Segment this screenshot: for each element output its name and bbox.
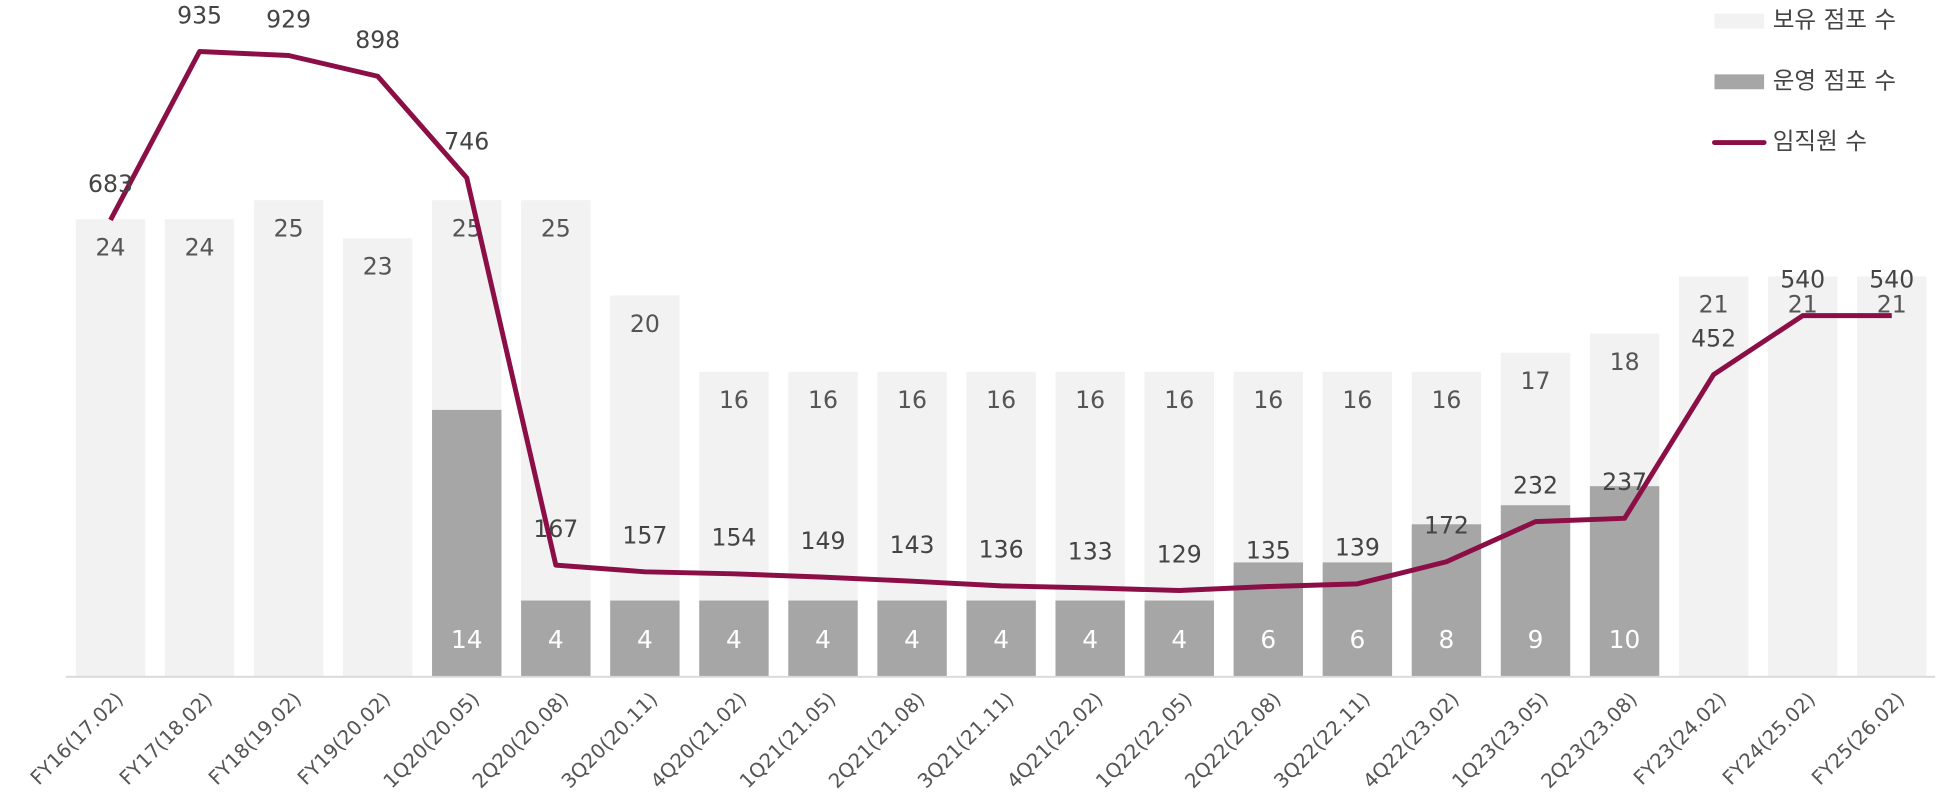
line-label: 167: [533, 515, 578, 543]
bar-label: 25: [541, 214, 571, 242]
line-label: 139: [1335, 534, 1380, 562]
line-label: 136: [979, 536, 1024, 564]
line-label: 452: [1691, 324, 1736, 352]
bar: [521, 200, 591, 677]
bar: [610, 600, 680, 677]
bar: [1055, 600, 1125, 677]
bar-label: 8: [1439, 625, 1455, 654]
bar: [1411, 524, 1482, 677]
line-label: 232: [1513, 471, 1558, 499]
legend-label: 임직원 수: [1773, 127, 1867, 155]
bar-label: 16: [986, 386, 1016, 414]
x-tick-label: FY25(26.02): [1807, 688, 1909, 790]
line-label: 540: [1780, 265, 1825, 293]
bar-label: 4: [904, 625, 920, 654]
bar-label: 4: [815, 625, 831, 654]
bar-label: 16: [1253, 386, 1283, 414]
bar-label: 4: [1171, 625, 1187, 654]
x-tick-label: FY23(24.02): [1629, 688, 1731, 790]
bar: [75, 219, 146, 677]
bar-label: 18: [1610, 348, 1640, 376]
bar-label: 16: [808, 386, 838, 414]
line-label: 898: [355, 26, 400, 54]
bar-label: 17: [1521, 367, 1551, 395]
bar: [699, 600, 769, 677]
bar-label: 16: [1075, 386, 1105, 414]
bar: [253, 200, 324, 677]
bar-label: 16: [897, 386, 927, 414]
bar-label: 25: [274, 214, 304, 242]
bar: [342, 238, 413, 677]
bar-label: 6: [1260, 625, 1276, 654]
x-tick-label: FY17(18.02): [115, 688, 217, 790]
bar-label: 4: [726, 625, 742, 654]
legend-swatch: [1714, 74, 1765, 90]
bar-label: 20: [630, 310, 660, 338]
bar: [521, 600, 591, 677]
line-label: 129: [1157, 540, 1202, 568]
x-tick-label: FY16(17.02): [26, 688, 128, 790]
bar: [788, 600, 858, 677]
line-label: 135: [1246, 536, 1291, 564]
bar-label: 16: [1342, 386, 1372, 414]
x-tick-label: 2Q23(23.08): [1537, 688, 1642, 793]
bar: [1678, 276, 1749, 677]
line: [108, 49, 1892, 594]
bar: [432, 409, 502, 677]
bar-label: 24: [185, 233, 215, 261]
x-tick-label: FY18(19.02): [204, 688, 306, 790]
bar-label: 16: [1164, 386, 1194, 414]
line-label: 683: [88, 170, 133, 198]
bar: [877, 600, 947, 677]
bar-label: 14: [451, 625, 483, 654]
line-label: 157: [622, 522, 667, 550]
x-tick-label: FY24(25.02): [1718, 688, 1820, 790]
line-label: 154: [711, 524, 756, 552]
legend-label: 운영 점포 수: [1773, 66, 1896, 94]
bar-label: 9: [1528, 625, 1544, 654]
bar-label: 4: [548, 625, 564, 654]
line-label: 237: [1602, 468, 1647, 496]
bar-label: 6: [1349, 625, 1365, 654]
line-label: 143: [890, 531, 935, 559]
line-label: 935: [177, 1, 222, 29]
bar-label: 16: [719, 386, 749, 414]
line-label: 149: [801, 527, 846, 555]
bar: [1857, 276, 1927, 677]
legend-swatch: [1714, 13, 1765, 29]
bar-label: 16: [1431, 386, 1461, 414]
line-label: 540: [1869, 265, 1914, 293]
bar-label: 24: [96, 233, 126, 261]
bar: [966, 600, 1036, 677]
line-label: 133: [1068, 538, 1113, 566]
bar-label: 4: [993, 625, 1009, 654]
bar: [164, 219, 235, 677]
bar: [1767, 276, 1838, 677]
line-label: 172: [1424, 512, 1469, 540]
bar-label: 4: [1082, 625, 1098, 654]
bar: [1144, 600, 1214, 677]
bar-label: 21: [1699, 291, 1729, 319]
line-label: 929: [266, 5, 311, 33]
legend-label: 보유 점포 수: [1773, 6, 1896, 34]
bar-label: 10: [1609, 625, 1641, 654]
bar: [1233, 562, 1304, 677]
line-label: 746: [444, 128, 489, 156]
bar-label: 23: [363, 253, 393, 281]
bar-label: 4: [637, 625, 653, 654]
